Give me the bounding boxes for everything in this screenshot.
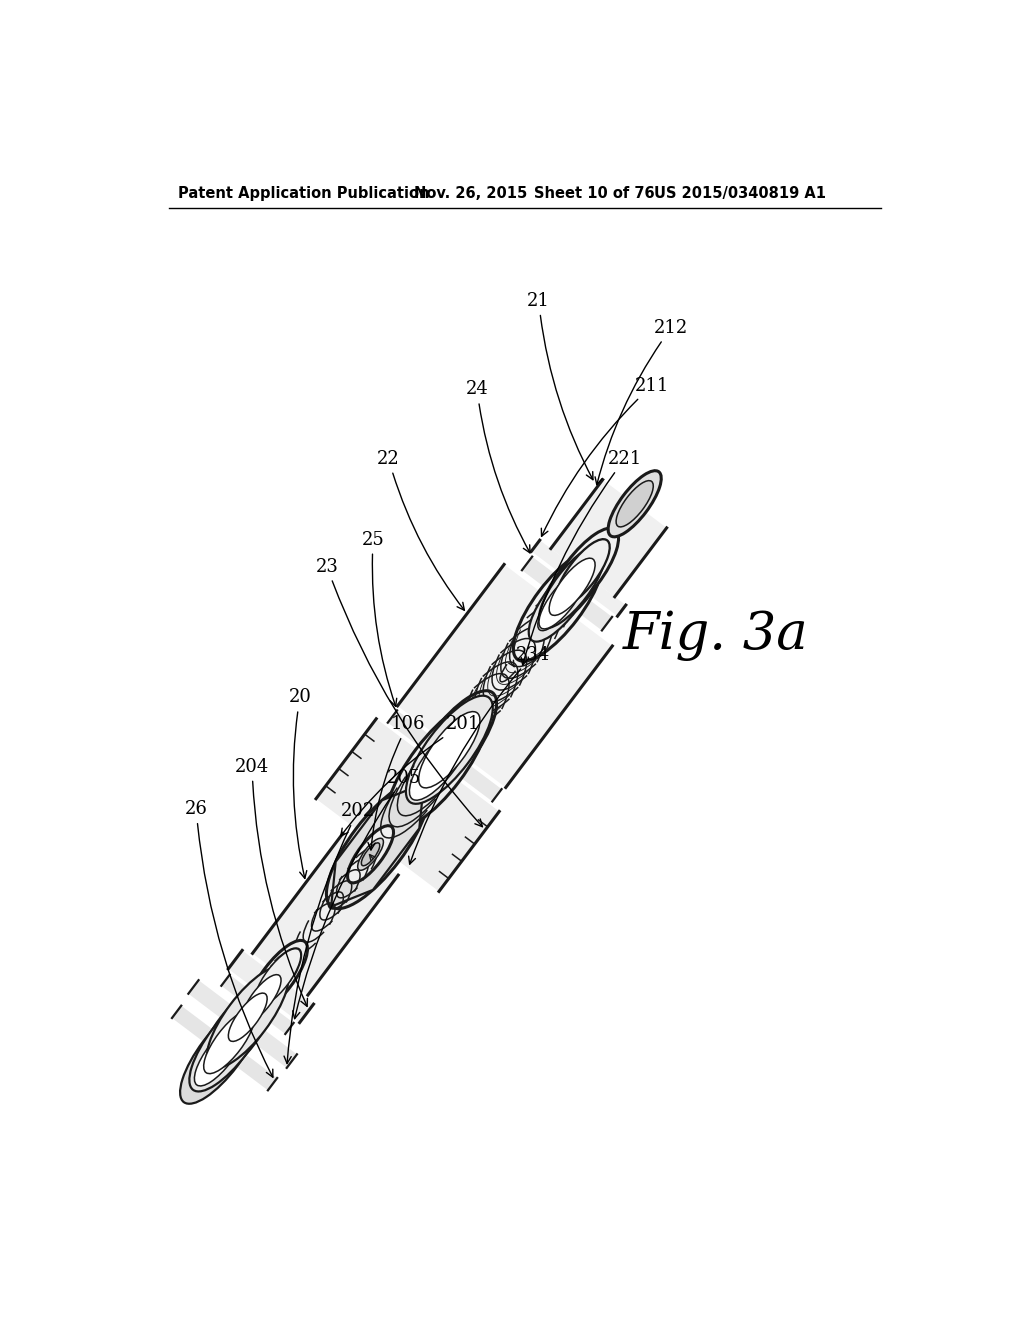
Ellipse shape <box>547 528 618 618</box>
Ellipse shape <box>204 1010 255 1073</box>
Ellipse shape <box>236 966 288 1032</box>
Polygon shape <box>551 479 667 597</box>
Text: 221: 221 <box>521 450 642 665</box>
Ellipse shape <box>233 986 272 1034</box>
Ellipse shape <box>218 1007 257 1055</box>
Ellipse shape <box>327 781 429 908</box>
Ellipse shape <box>357 838 383 870</box>
Ellipse shape <box>228 993 267 1041</box>
Ellipse shape <box>241 968 287 1024</box>
Ellipse shape <box>394 705 486 820</box>
Polygon shape <box>531 540 626 616</box>
Ellipse shape <box>406 696 493 804</box>
Text: 25: 25 <box>361 531 396 706</box>
Ellipse shape <box>539 539 610 628</box>
Ellipse shape <box>431 721 472 772</box>
Ellipse shape <box>616 480 653 527</box>
Polygon shape <box>316 719 500 891</box>
Polygon shape <box>253 833 398 995</box>
Ellipse shape <box>255 949 301 1006</box>
Ellipse shape <box>207 966 289 1068</box>
Ellipse shape <box>180 1005 260 1104</box>
Text: 201: 201 <box>341 715 480 836</box>
Ellipse shape <box>347 826 393 883</box>
Text: US 2015/0340819 A1: US 2015/0340819 A1 <box>654 186 826 201</box>
Polygon shape <box>331 784 424 907</box>
Text: 202: 202 <box>284 803 375 1064</box>
Ellipse shape <box>513 549 603 661</box>
Ellipse shape <box>549 558 595 615</box>
Text: Sheet 10 of 76: Sheet 10 of 76 <box>535 186 654 201</box>
Text: Fig. 3a: Fig. 3a <box>623 610 809 661</box>
Ellipse shape <box>608 471 662 537</box>
Text: 26: 26 <box>184 800 272 1077</box>
Text: 24: 24 <box>466 380 530 553</box>
Ellipse shape <box>410 723 471 800</box>
Ellipse shape <box>387 701 488 829</box>
Ellipse shape <box>361 843 380 866</box>
Ellipse shape <box>195 1023 246 1086</box>
Text: 234: 234 <box>409 645 550 865</box>
Polygon shape <box>221 974 294 1034</box>
Polygon shape <box>172 1006 278 1090</box>
Ellipse shape <box>539 545 605 628</box>
Ellipse shape <box>234 958 294 1032</box>
Text: 23: 23 <box>315 557 482 826</box>
Ellipse shape <box>556 540 609 606</box>
Text: 212: 212 <box>595 319 688 484</box>
Text: 20: 20 <box>289 689 311 878</box>
Ellipse shape <box>538 579 579 631</box>
Text: Patent Application Publication: Patent Application Publication <box>178 186 430 201</box>
Ellipse shape <box>189 993 269 1092</box>
Ellipse shape <box>419 711 480 788</box>
Ellipse shape <box>407 690 497 803</box>
Polygon shape <box>228 950 313 1023</box>
Ellipse shape <box>248 940 307 1014</box>
Polygon shape <box>388 710 502 801</box>
Ellipse shape <box>539 572 585 628</box>
Ellipse shape <box>548 550 601 616</box>
Ellipse shape <box>556 540 609 606</box>
Ellipse shape <box>528 558 595 642</box>
Polygon shape <box>188 981 297 1068</box>
Ellipse shape <box>243 974 281 1023</box>
Ellipse shape <box>197 979 279 1081</box>
Text: 106: 106 <box>368 715 425 850</box>
Polygon shape <box>397 565 612 788</box>
Text: 211: 211 <box>542 376 670 536</box>
Text: 204: 204 <box>234 758 307 1006</box>
Ellipse shape <box>226 977 280 1043</box>
Ellipse shape <box>257 945 303 1003</box>
Text: 21: 21 <box>527 292 593 479</box>
Text: 205: 205 <box>293 770 421 1019</box>
Ellipse shape <box>396 708 483 816</box>
Text: Nov. 26, 2015: Nov. 26, 2015 <box>414 186 527 201</box>
Text: 22: 22 <box>377 450 464 610</box>
Polygon shape <box>522 557 612 631</box>
